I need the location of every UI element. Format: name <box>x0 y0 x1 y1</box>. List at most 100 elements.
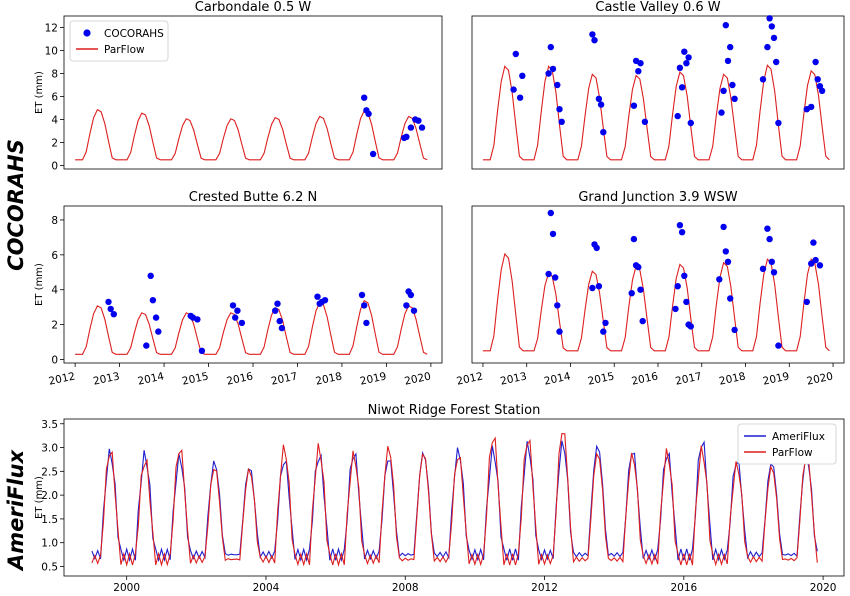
observation-point <box>198 347 206 354</box>
observation-point <box>718 109 725 116</box>
observation-point <box>678 84 686 91</box>
observation-point <box>272 307 279 314</box>
y-axis-label: ET (mm) <box>34 263 45 306</box>
legend-box <box>737 423 837 465</box>
x-tick-label: 2008 <box>392 582 419 594</box>
observation-point <box>724 258 732 265</box>
observation-point <box>593 244 600 252</box>
panel-title: Carbondale 0.5 W <box>195 0 312 15</box>
observation-point <box>724 57 732 65</box>
y-tick-label: 0 <box>51 355 58 367</box>
observation-point <box>641 118 649 126</box>
observation-point <box>232 314 239 321</box>
x-tick-label: 2013 <box>499 370 528 387</box>
x-tick-label: 2012 <box>531 582 558 594</box>
observation-point <box>589 31 596 38</box>
observation-point <box>808 260 815 267</box>
observation-point <box>143 342 150 349</box>
observation-point <box>547 209 554 217</box>
observation-point <box>602 319 609 327</box>
y-tick-label: 2.5 <box>41 466 58 478</box>
observation-point <box>107 305 114 313</box>
observation-point <box>556 106 563 113</box>
parflow-line <box>482 252 830 352</box>
observation-point <box>519 72 526 80</box>
observation-point <box>410 307 418 314</box>
observation-point <box>516 94 524 101</box>
observation-point <box>731 326 738 334</box>
x-tick-label: 2018 <box>314 370 343 387</box>
y-tick-label: 4 <box>51 115 58 127</box>
observation-point <box>727 295 734 302</box>
observation-point <box>773 58 780 66</box>
x-tick-label: 2013 <box>92 370 121 387</box>
observation-point <box>808 103 815 111</box>
y-tick-label: 6 <box>51 92 58 104</box>
observation-point <box>510 86 517 93</box>
observation-point <box>415 117 422 124</box>
legend-entry: ParFlow <box>104 44 145 56</box>
observation-point <box>764 225 771 232</box>
x-tick-label: 2014 <box>543 370 572 387</box>
observation-point <box>149 297 157 304</box>
plot-frame <box>471 15 845 170</box>
x-tick-label: 2016 <box>631 370 660 387</box>
ameriflux-line <box>91 440 818 563</box>
observation-point <box>545 270 552 278</box>
observation-point <box>549 230 557 238</box>
observation-point <box>685 54 692 61</box>
observation-point <box>775 119 782 127</box>
y-tick-label: 8 <box>51 215 58 227</box>
panel-title: Grand Junction 3.9 WSW <box>578 190 737 205</box>
observation-point <box>716 276 723 283</box>
panel-carbondale: Carbondale 0.5 W ET (mm) 0 2 4 6 8 10 12 COCORAHS… <box>34 0 443 173</box>
y-tick-label: 10 <box>45 46 58 58</box>
observation-point <box>812 256 819 264</box>
observation-point <box>639 317 646 325</box>
observation-point <box>678 229 686 236</box>
panel-title: Castle Valley 0.6 W <box>595 0 720 15</box>
observation-point <box>764 43 771 51</box>
x-tick-label: 2012 <box>455 370 484 387</box>
observation-point <box>591 37 598 44</box>
observation-point <box>600 129 607 136</box>
observation-point <box>363 319 370 327</box>
observation-point <box>722 248 729 255</box>
observation-point <box>687 323 694 330</box>
y-tick-label: 3.5 <box>41 419 58 431</box>
observation-point <box>720 223 727 231</box>
y-axis-label: ET (mm) <box>34 71 45 114</box>
parflow-line <box>91 433 818 568</box>
observation-point <box>803 298 810 306</box>
legend-box <box>69 20 169 62</box>
legend-marker <box>83 29 91 37</box>
observation-point <box>674 283 681 290</box>
y-tick-label: 2 <box>51 320 58 332</box>
observation-point <box>229 302 237 309</box>
plot-frame <box>63 205 443 364</box>
observation-point <box>589 284 596 292</box>
observation-point <box>676 222 684 229</box>
observation-point <box>816 262 824 269</box>
y-tick-label: 4 <box>51 285 58 297</box>
observation-point <box>418 124 426 131</box>
observation-point <box>545 70 552 77</box>
observation-point <box>637 60 644 67</box>
x-tick-label: 2019 <box>762 370 791 387</box>
observation-point <box>274 300 281 307</box>
y-tick-label: 3.0 <box>41 443 58 455</box>
plot-frame <box>63 15 443 170</box>
observation-point <box>407 124 415 131</box>
observation-point <box>759 76 767 83</box>
observation-point <box>810 239 817 246</box>
observation-point <box>194 316 201 323</box>
observation-point <box>554 302 561 309</box>
y-tick-label: 0.5 <box>41 561 58 573</box>
panel-grand-junction: Grand Junction 3.9 WSW 2012 2013 2014 2015 20… <box>455 190 845 388</box>
parflow-line <box>75 299 428 355</box>
y-tick-label: 1.5 <box>41 514 58 526</box>
panel-title: Niwot Ridge Forest Station <box>368 403 541 418</box>
observation-point <box>775 342 782 349</box>
observation-point <box>361 302 368 309</box>
